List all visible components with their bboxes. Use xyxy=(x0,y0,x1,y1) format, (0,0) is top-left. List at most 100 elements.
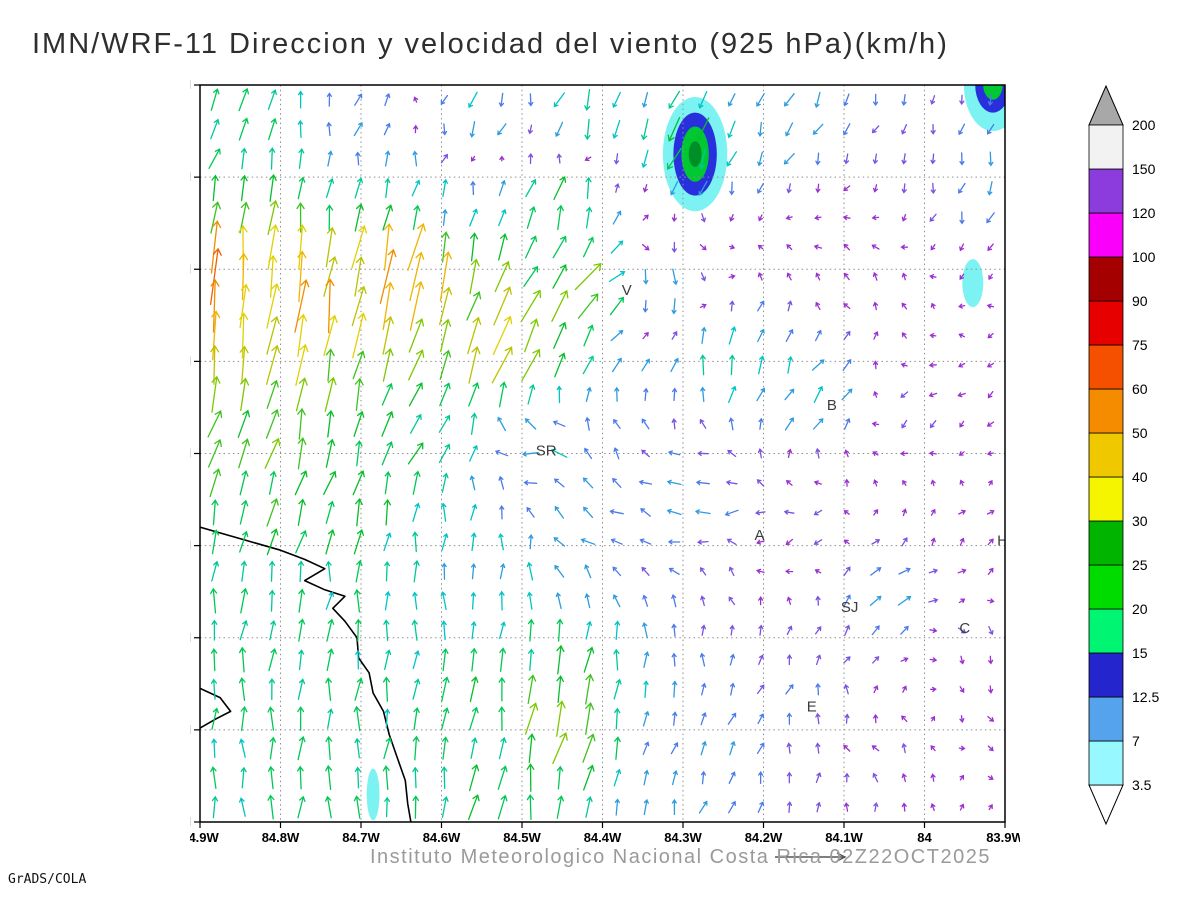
wind-arrow xyxy=(756,684,765,695)
wind-arrow xyxy=(554,352,566,378)
colorbar-tick-label: 12.5 xyxy=(1132,689,1159,705)
wind-arrow xyxy=(411,619,418,641)
wind-arrow xyxy=(987,715,995,722)
wind-arrow xyxy=(238,646,247,673)
wind-arrow xyxy=(988,625,994,636)
wind-arrow xyxy=(614,182,620,193)
wind-arrow xyxy=(265,408,280,439)
wind-arrow xyxy=(841,388,853,401)
wind-arrow xyxy=(700,770,707,785)
wind-arrow xyxy=(668,567,680,575)
wind-arrow xyxy=(844,772,850,783)
wind-arrow xyxy=(354,766,362,789)
wind-arrow xyxy=(612,477,622,488)
wind-arrow xyxy=(498,736,507,760)
wind-arrow xyxy=(928,362,937,368)
wind-arrow xyxy=(872,656,880,664)
wind-arrow xyxy=(324,376,337,412)
wind-arrow xyxy=(756,387,766,402)
wind-arrow xyxy=(210,220,222,274)
wind-arrow xyxy=(958,182,966,194)
wind-arrow xyxy=(729,682,736,696)
wind-arrow xyxy=(439,349,452,380)
wind-arrow xyxy=(325,591,335,610)
wind-arrow xyxy=(613,768,622,787)
colorbar-segment xyxy=(1088,168,1124,214)
wind-arrow xyxy=(583,506,594,519)
wind-arrow xyxy=(552,235,567,259)
y-tick-label: 10.2N xyxy=(190,353,191,368)
wind-arrow xyxy=(585,702,595,736)
wind-arrow xyxy=(326,121,332,137)
wind-arrow xyxy=(239,470,249,496)
wind-arrow xyxy=(900,391,909,398)
wind-arrow xyxy=(440,502,447,522)
wind-arrow xyxy=(240,377,250,412)
wind-arrow xyxy=(327,150,333,167)
wind-arrow xyxy=(727,120,736,139)
wind-arrow xyxy=(211,738,217,758)
wind-arrow xyxy=(527,591,533,610)
wind-arrow xyxy=(527,124,533,135)
colorbar-segment xyxy=(1088,124,1124,170)
wind-arrow xyxy=(497,794,508,820)
wind-arrow xyxy=(643,769,650,786)
wind-arrow xyxy=(470,563,477,580)
wind-arrow xyxy=(382,281,395,331)
wind-arrow xyxy=(700,740,707,756)
grads-credit: GrADS/COLA xyxy=(8,872,87,887)
wind-arrow xyxy=(268,647,277,672)
wind-arrow xyxy=(266,379,279,409)
city-label-c: C xyxy=(959,620,970,637)
wind-arrow xyxy=(553,321,567,349)
wind-arrow xyxy=(297,250,307,303)
wind-arrow xyxy=(412,650,420,670)
wind-arrow xyxy=(440,318,452,353)
wind-arrow xyxy=(554,564,565,578)
wind-arrow xyxy=(351,285,367,327)
wind-arrow xyxy=(354,377,364,411)
wind-arrow xyxy=(698,800,708,814)
wind-arrow xyxy=(521,348,541,382)
wind-arrow xyxy=(641,118,649,141)
wind-arrow xyxy=(525,178,537,198)
wind-arrow xyxy=(556,153,562,164)
wind-arrow xyxy=(580,538,596,545)
wind-arrow xyxy=(325,438,336,468)
wind-arrow xyxy=(667,539,681,545)
wind-arrow xyxy=(785,328,794,342)
wind-arrow xyxy=(811,359,825,371)
wind-arrow xyxy=(873,508,879,516)
wind-arrow xyxy=(758,596,764,606)
wind-arrow xyxy=(469,258,480,295)
colorbar: 3.5 7 12.5 15 20 25 30 40 50 60 75 90 100 120 150 200 xyxy=(1088,85,1159,826)
wind-arrow xyxy=(901,302,908,310)
wind-arrow xyxy=(441,736,449,760)
wind-arrow xyxy=(355,440,363,467)
wind-arrow xyxy=(325,204,334,231)
wind-arrow xyxy=(756,539,765,545)
wind-arrow xyxy=(239,345,249,385)
x-tick-label: 84.6W xyxy=(423,830,461,845)
wind-arrow xyxy=(871,745,880,752)
wind-arrow xyxy=(641,449,650,458)
wind-arrow xyxy=(698,148,706,170)
wind-arrow xyxy=(873,330,879,340)
colorbar-segment xyxy=(1088,520,1124,566)
wind-arrow xyxy=(583,646,595,673)
wind-arrow xyxy=(238,438,250,469)
wind-arrow xyxy=(757,244,764,250)
wind-arrow xyxy=(527,733,536,763)
wind-arrow xyxy=(815,742,821,754)
wind-arrow xyxy=(872,184,879,193)
wind-arrow xyxy=(785,215,793,221)
wind-arrow xyxy=(614,736,621,760)
wind-arrow xyxy=(786,742,792,754)
wind-arrow xyxy=(498,533,504,551)
wind-arrow xyxy=(556,385,562,404)
wind-arrow xyxy=(988,685,994,694)
wind-arrow xyxy=(786,625,793,635)
wind-arrow xyxy=(297,407,306,440)
wind-arrow xyxy=(897,596,912,606)
wind-arrow xyxy=(585,206,593,229)
